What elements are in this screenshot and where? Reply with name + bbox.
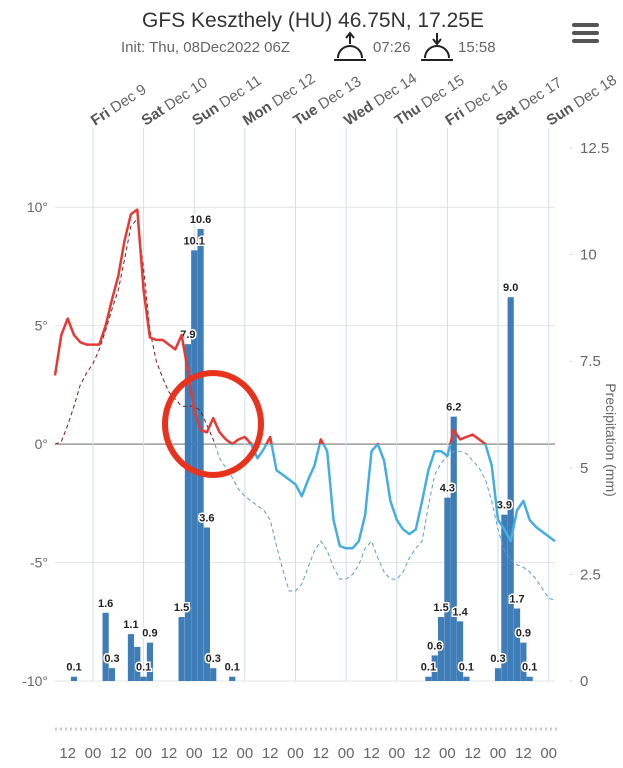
precip-bar	[450, 416, 457, 681]
x-tick-label: 12	[110, 745, 127, 762]
x-tick-label: 12	[211, 745, 228, 762]
bar-label: 1.7	[509, 594, 524, 606]
precip-bar	[463, 676, 470, 681]
bar-label: 0.1	[421, 662, 436, 674]
sunrise-icon	[334, 31, 366, 61]
precip-bar	[229, 676, 236, 681]
precip-bar	[425, 676, 432, 681]
bar-label: 0.1	[225, 662, 240, 674]
precip-bar	[102, 612, 109, 681]
x-tick-label: 00	[85, 745, 102, 762]
x-tick-label: 00	[490, 745, 507, 762]
line-positive	[54, 218, 216, 444]
bar-label: 0.9	[516, 628, 531, 640]
line-negative	[54, 444, 556, 601]
precip-bar	[444, 497, 451, 681]
precip-bar	[507, 297, 514, 681]
bar-label: 1.4	[452, 606, 468, 618]
y2-tick-label: 2.5	[580, 566, 601, 583]
precip-bar	[456, 621, 464, 681]
precip-bar	[146, 642, 154, 681]
precip-bar	[520, 642, 527, 681]
y2-tick-label: 5	[580, 460, 588, 477]
bar-label: 1.5	[433, 602, 448, 614]
y-tick-label: 5°	[35, 318, 48, 334]
line-negative	[229, 444, 556, 550]
y2-tick-label: 10	[580, 247, 597, 264]
precip-bar	[494, 668, 502, 681]
line-positive	[53, 208, 487, 444]
precip-bar	[513, 608, 521, 681]
x-tick-label: 00	[439, 745, 456, 762]
bar-label: 10.1	[184, 235, 205, 247]
x-tick-label: 12	[312, 745, 329, 762]
bar-label: 0.1	[66, 662, 81, 674]
x-tick-label: 12	[414, 745, 431, 762]
bar-label: 0.1	[459, 662, 474, 674]
bar-label: 10.6	[190, 214, 211, 226]
sunrise-time: 07:26	[373, 39, 411, 56]
bar-label: 0.1	[522, 662, 537, 674]
x-tick-label: 12	[262, 745, 279, 762]
bar-label: 1.6	[98, 598, 113, 610]
bar-label: 0.3	[104, 653, 119, 665]
y-tick-label: 0°	[35, 436, 48, 452]
y2-tick-label: 12.5	[580, 140, 609, 157]
precip-bar	[501, 514, 508, 681]
menu-button[interactable]	[572, 23, 599, 43]
bar-label: 9.0	[503, 282, 518, 294]
x-tick-label: 00	[135, 745, 152, 762]
precip-bar	[191, 250, 198, 681]
x-tick-label: 00	[186, 745, 203, 762]
precip-bar	[184, 344, 192, 681]
y2-tick-label: 7.5	[580, 353, 601, 370]
bar-label: 6.2	[446, 402, 461, 414]
x-tick-label: 00	[388, 745, 405, 762]
sunset-time: 15:58	[458, 39, 496, 56]
x-tick-label: 00	[237, 745, 254, 762]
bar-label: 0.6	[427, 640, 442, 652]
x-tick-label: 12	[161, 745, 178, 762]
precip-bar	[127, 634, 135, 681]
x-tick-label: 12	[363, 745, 380, 762]
y-tick-label: -5°	[30, 555, 48, 571]
bar-label: 1.5	[174, 602, 189, 614]
precip-bar	[134, 646, 141, 681]
x-tick-label: 12	[464, 745, 481, 762]
bar-label: 0.3	[490, 653, 505, 665]
highlight-circle	[162, 370, 264, 478]
precip-bar	[431, 655, 438, 681]
precip-bar	[108, 668, 116, 681]
x-tick-label: 00	[338, 745, 355, 762]
precip-bar	[437, 617, 445, 681]
x-tick-label: 12	[515, 745, 532, 762]
bar-label: 0.1	[136, 662, 151, 674]
bar-label: 0.3	[206, 653, 221, 665]
x-tick-label: 00	[287, 745, 304, 762]
y-tick-label: -10°	[22, 673, 48, 689]
y2-tick-label: 0	[580, 673, 588, 690]
precip-bar	[178, 617, 185, 681]
bar-label: 1.1	[123, 619, 138, 631]
y2-axis-title: Precipitation (mm)	[603, 383, 619, 497]
x-tick-label: 00	[540, 745, 557, 762]
bar-label: 3.6	[199, 512, 214, 524]
chart-subtitle: Init: Thu, 08Dec2022 06Z	[121, 39, 290, 56]
precip-bar	[526, 676, 533, 681]
x2-tick-label: Fri Dec 9	[88, 81, 150, 129]
precip-bar	[140, 676, 147, 681]
x-tick-label: 12	[59, 745, 76, 762]
bar-label: 0.9	[142, 628, 157, 640]
sunset-icon	[421, 33, 453, 61]
y-tick-label: 10°	[27, 199, 48, 215]
precip-bar	[210, 668, 217, 681]
chart-title: GFS Keszthely (HU) 46.75N, 17.25E	[142, 9, 484, 32]
bar-label: 3.9	[497, 500, 512, 512]
precip-bar	[70, 676, 78, 681]
precip-bar	[203, 527, 210, 681]
precip-bar	[197, 229, 204, 682]
bar-label: 4.3	[440, 483, 455, 495]
